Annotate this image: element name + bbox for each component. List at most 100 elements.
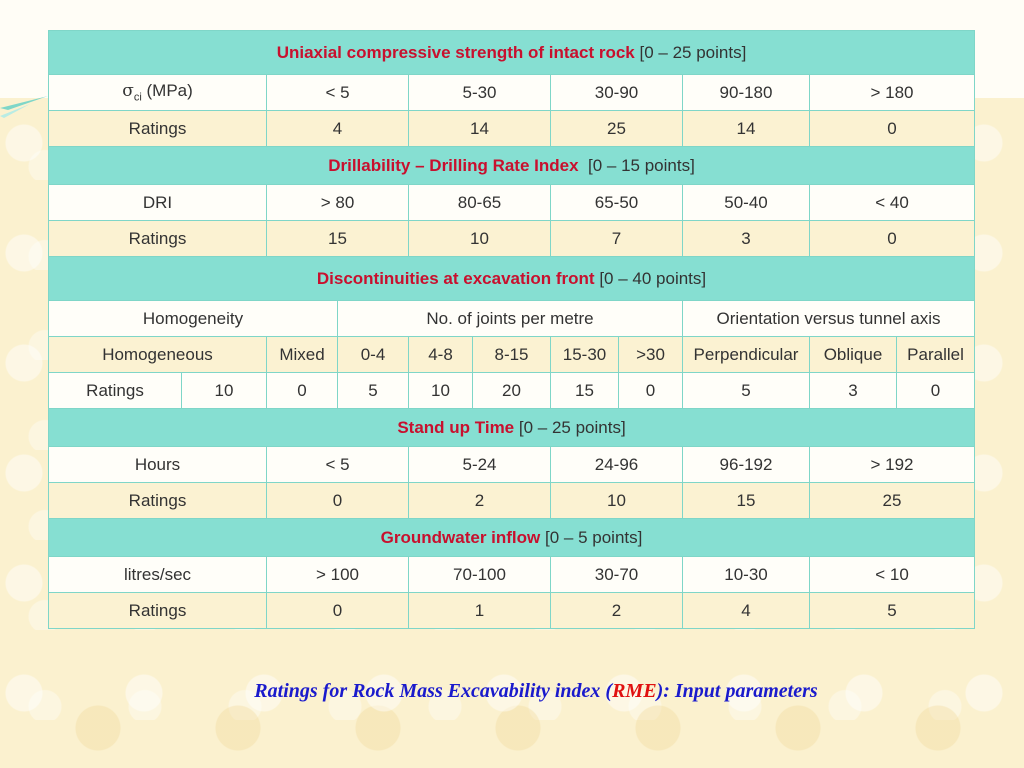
disc-header: Discontinuities at excavation front [0 –… xyxy=(47,256,976,301)
ucs-param-unit: (MPa) xyxy=(146,81,193,101)
table-cell: 2 xyxy=(550,592,683,629)
ratings-label: Ratings xyxy=(48,372,182,409)
sut-header-row: Stand up Time [0 – 25 points] xyxy=(47,408,976,447)
table-cell: 5-24 xyxy=(408,446,551,483)
table-cell: 25 xyxy=(808,482,976,519)
sut-points: [0 – 25 points] xyxy=(518,417,626,437)
table-cell: Perpendicular xyxy=(682,336,810,373)
table-cell: Oblique xyxy=(809,336,897,373)
sigma-symbol: σ xyxy=(122,81,134,102)
gw-header: Groundwater inflow [0 – 5 points] xyxy=(47,518,976,557)
sut-ratings-row: Ratings 0 2 10 15 25 xyxy=(48,482,976,519)
table-cell: 10 xyxy=(550,482,683,519)
table-cell: Homogeneous xyxy=(48,336,267,373)
table-cell: Parallel xyxy=(895,336,976,373)
gw-header-row: Groundwater inflow [0 – 5 points] xyxy=(47,518,976,557)
table-cell: 2 xyxy=(408,482,551,519)
table-cell: 24-96 xyxy=(550,446,683,483)
table-cell: 30-70 xyxy=(550,556,683,593)
table-cell: 50-40 xyxy=(682,184,810,221)
table-cell: 0 xyxy=(808,110,976,147)
table-cell: < 5 xyxy=(266,74,409,111)
table-cell: 20 xyxy=(472,372,551,409)
table-cell: 5 xyxy=(808,592,976,629)
slide-caption: Ratings for Rock Mass Excavability index… xyxy=(0,680,1024,703)
table-cell: 80-65 xyxy=(408,184,551,221)
table-cell: 10 xyxy=(408,220,551,257)
disc-group-homogeneity: Homogeneity xyxy=(48,300,338,337)
gw-param-label: litres/sec xyxy=(48,556,267,593)
table-cell: 1 xyxy=(408,592,551,629)
table-cell: 5 xyxy=(337,372,409,409)
disc-header-row: Discontinuities at excavation front [0 –… xyxy=(47,256,976,301)
ucs-ratings-row: Ratings 4 14 25 14 0 xyxy=(48,110,976,147)
sut-title: Stand up Time xyxy=(397,417,515,437)
disc-group-joints: No. of joints per metre xyxy=(337,300,683,337)
sut-classes-row: Hours < 5 5-24 24-96 96-192 > 192 xyxy=(48,446,976,483)
table-cell: 70-100 xyxy=(408,556,551,593)
disc-classes-row: Homogeneous Mixed 0-4 4-8 8-15 15-30 >30… xyxy=(48,336,976,373)
disc-ratings-row: Ratings 10 0 5 10 20 15 0 5 3 0 xyxy=(48,372,976,409)
table-cell: 0 xyxy=(808,220,976,257)
caption-text-before: Ratings for Rock Mass Excavability index… xyxy=(254,680,613,702)
dri-classes-row: DRI > 80 80-65 65-50 50-40 < 40 xyxy=(48,184,976,221)
table-cell: > 80 xyxy=(266,184,409,221)
table-cell: < 40 xyxy=(808,184,976,221)
dri-header-row: Drillability – Drilling Rate Index [0 – … xyxy=(47,146,976,185)
ucs-classes-row: σci (MPa) < 5 5-30 30-90 90-180 > 180 xyxy=(48,74,976,111)
table-cell: 0 xyxy=(895,372,976,409)
ucs-points: [0 – 25 points] xyxy=(639,42,747,62)
table-cell: 10 xyxy=(408,372,473,409)
gw-title: Groundwater inflow xyxy=(380,527,541,547)
dri-param-label: DRI xyxy=(48,184,267,221)
dri-header: Drillability – Drilling Rate Index [0 – … xyxy=(47,146,976,185)
table-cell: 5 xyxy=(682,372,810,409)
gw-classes-row: litres/sec > 100 70-100 30-70 10-30 < 10 xyxy=(48,556,976,593)
table-cell: 10 xyxy=(181,372,267,409)
dri-title: Drillability – Drilling Rate Index xyxy=(328,155,579,175)
table-cell: < 10 xyxy=(808,556,976,593)
table-cell: 4 xyxy=(682,592,810,629)
dri-points: [0 – 15 points] xyxy=(588,155,695,175)
ratings-label: Ratings xyxy=(48,220,267,257)
table-cell: 10-30 xyxy=(682,556,810,593)
table-cell: 96-192 xyxy=(682,446,810,483)
ratings-label: Ratings xyxy=(48,592,267,629)
sut-param-label: Hours xyxy=(48,446,267,483)
table-cell: 3 xyxy=(809,372,897,409)
table-cell: >30 xyxy=(618,336,683,373)
disc-title: Discontinuities at excavation front xyxy=(316,268,595,288)
ucs-param-label: σci (MPa) xyxy=(48,74,267,111)
table-cell: 14 xyxy=(682,110,810,147)
table-cell: 8-15 xyxy=(472,336,551,373)
table-cell: < 5 xyxy=(266,446,409,483)
table-cell: 0 xyxy=(618,372,683,409)
caption-text-after: ): Input parameters xyxy=(656,680,818,702)
table-cell: 5-30 xyxy=(408,74,551,111)
table-cell: 14 xyxy=(408,110,551,147)
table-cell: 90-180 xyxy=(682,74,810,111)
table-cell: > 180 xyxy=(808,74,976,111)
table-cell: Mixed xyxy=(266,336,338,373)
ratings-label: Ratings xyxy=(48,482,267,519)
disc-groups-row: Homogeneity No. of joints per metre Orie… xyxy=(48,300,976,337)
gw-ratings-row: Ratings 0 1 2 4 5 xyxy=(48,592,976,629)
rme-parameters-table: Uniaxial compressive strength of intact … xyxy=(47,30,976,629)
disc-group-orientation: Orientation versus tunnel axis xyxy=(681,300,976,337)
table-cell: 30-90 xyxy=(550,74,683,111)
caption-acronym: RME xyxy=(612,680,657,702)
ratings-label: Ratings xyxy=(48,110,267,147)
table-cell: 15-30 xyxy=(550,336,619,373)
dri-ratings-row: Ratings 15 10 7 3 0 xyxy=(48,220,976,257)
table-cell: 15 xyxy=(682,482,810,519)
table-cell: 0 xyxy=(266,482,409,519)
table-cell: 4-8 xyxy=(408,336,473,373)
ucs-title: Uniaxial compressive strength of intact … xyxy=(276,42,635,62)
ucs-header-row: Uniaxial compressive strength of intact … xyxy=(47,30,976,75)
sut-header: Stand up Time [0 – 25 points] xyxy=(47,408,976,447)
ucs-header: Uniaxial compressive strength of intact … xyxy=(47,30,976,75)
table-cell: 65-50 xyxy=(550,184,683,221)
table-cell: 0 xyxy=(266,372,338,409)
ucs-param-subscript: ci xyxy=(133,91,142,104)
table-cell: 15 xyxy=(266,220,409,257)
